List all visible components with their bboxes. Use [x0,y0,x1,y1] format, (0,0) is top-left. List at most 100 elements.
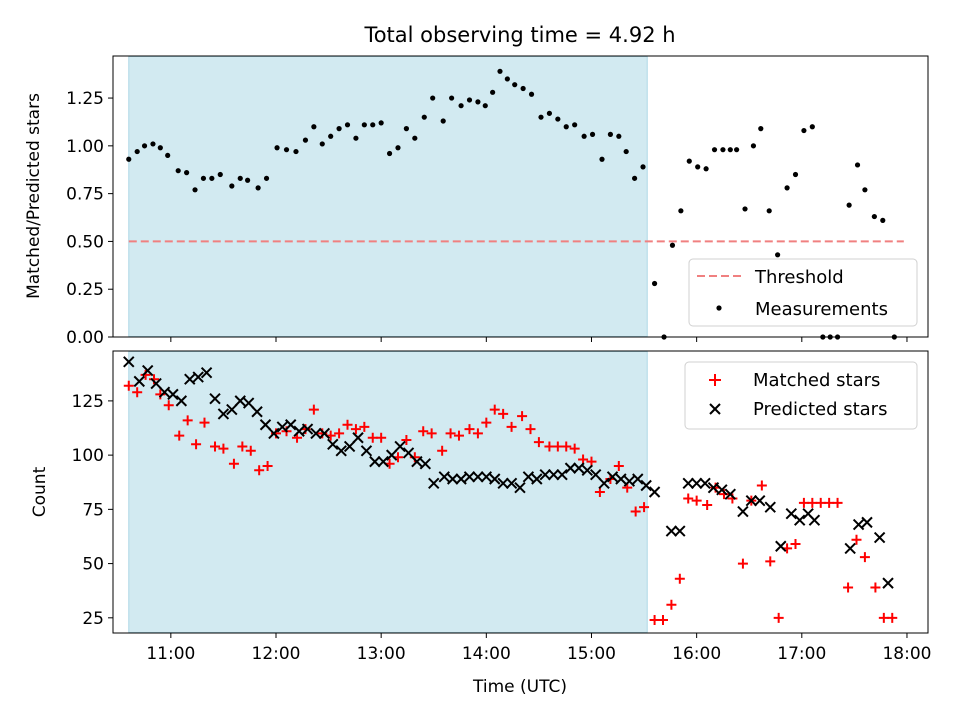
predicted-star-point [724,488,737,500]
predicted-star-point [665,525,678,537]
predicted-star-point [564,462,577,474]
measurement-point [475,99,481,105]
measurement-point [792,171,799,178]
matched-star-point [174,430,185,441]
predicted-star-point [514,481,526,494]
predicted-star-point [167,388,179,401]
matched-star-point [199,417,210,428]
matched-star-point [552,441,563,452]
matched-star-point [472,428,483,439]
predicted-star-point [716,484,728,496]
predicted-star-point [573,462,585,474]
predicted-star-point [276,421,289,433]
x-tick-label: 15:00 [567,644,616,664]
measurement-point [209,175,215,181]
matched-star-point [702,500,713,511]
matched-star-point [308,404,319,415]
legend-matched-swatch [709,374,721,386]
predicted-star-point [200,366,213,379]
matched-star-point [737,558,748,569]
predicted-star-point [352,432,364,444]
matched-star-point [613,460,624,471]
legend-predicted-swatch [709,403,721,415]
matched-star-point [815,497,826,508]
measurement-point [846,202,852,208]
measurement-point [599,156,605,162]
predicted-star-point [497,477,509,490]
measurement-point [497,68,503,74]
predicted-star-point [648,486,661,498]
measurement-point [669,242,676,248]
measurement-point [482,103,488,109]
measurement-point [775,252,781,258]
matched-star-point [245,445,256,456]
measurement-point [766,208,772,214]
ratio-plot-frame [112,55,929,338]
measurement-point [607,131,614,137]
predicted-star-point [606,471,619,483]
predicted-star-point [539,468,551,481]
predicted-star-point [335,445,347,457]
matched-star-point [639,502,650,513]
measurement-point [784,185,790,191]
measurement-point [555,116,561,122]
matched-star-point [533,437,544,448]
y-tick-label: 100 [72,446,104,466]
count-plot-frame [112,350,929,634]
predicted-star-point [141,364,154,377]
predicted-star-point [411,455,423,468]
measurement-point [449,95,455,101]
x-tick-label: 18:00 [882,644,931,664]
predicted-star-point [226,403,238,416]
matched-star-point [756,480,767,491]
measurement-point [727,147,733,153]
measurement-point [616,133,622,139]
predicted-star-point [531,473,543,485]
predicted-star-point [737,505,749,518]
matched-star-point [561,441,572,452]
ratio-y-axis-label: Matched/Predicted stars [24,93,44,299]
predicted-star-point [175,395,188,407]
measurement-point [353,135,359,141]
measurement-point [572,122,578,128]
measurement-point [157,145,163,151]
measurement-point [165,152,171,159]
measurement-point [742,206,748,212]
y-tick-label: 0.00 [66,328,104,348]
predicted-star-point [745,494,758,507]
measurement-point [237,175,243,181]
measurement-point [336,126,342,132]
matched-star-point [163,400,174,411]
matched-star-point [544,441,555,452]
measurement-point [245,177,251,183]
count-legend: Matched stars Predicted stars [684,361,918,430]
matched-star-point [367,432,378,443]
predicted-star-point [293,425,305,437]
predicted-star-point [455,473,467,485]
predicted-star-point [480,471,493,483]
matched-star-point [851,534,862,545]
measurement-point [546,110,553,116]
matched-star-point [630,506,641,517]
predicted-star-point [682,477,694,490]
measurement-point [255,185,261,191]
ratio-legend-box [688,258,918,327]
matched-star-point [418,426,429,437]
matched-star-point [464,424,475,435]
matched-star-point [191,439,202,450]
matched-star-point [525,424,536,435]
y-tick-label: 50 [82,555,104,575]
measurement-point [589,131,596,137]
measurement-point [720,147,726,153]
x-tick-label: 14:00 [462,644,511,664]
predicted-star-point [234,395,246,407]
matched-star-point [254,465,265,476]
predicted-star-point [615,473,627,485]
measurement-point [344,122,351,128]
predicted-star-point [640,479,652,492]
measurement-point [421,114,427,120]
predicted-star-point [463,471,476,483]
x-tick-label: 17:00 [777,644,826,664]
predicted-star-point [793,514,806,526]
predicted-star-point [690,477,703,490]
